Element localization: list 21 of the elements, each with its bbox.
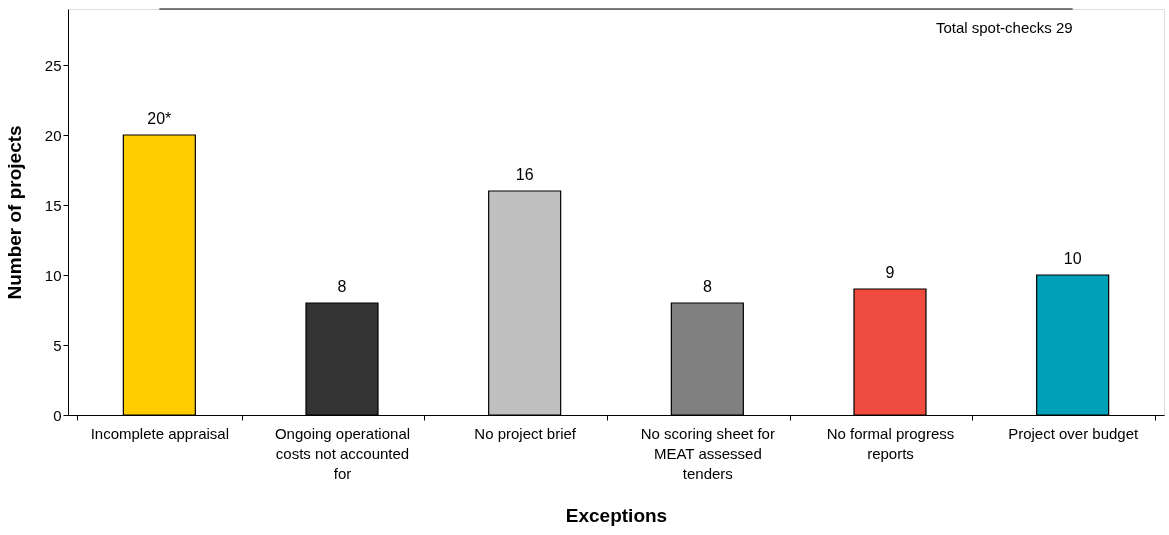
y-tick-label: 20 [44,126,62,144]
data-label: 8 [337,278,347,295]
x-tick-label: Ongoing operational costs not accounted for [274,424,411,482]
y-tick-label: 0 [53,406,62,424]
y-tick-label: 10 [44,266,62,284]
x-tick-label: No scoring sheet for MEAT assessed tenders [640,424,775,482]
x-axis-title: Exceptions [565,504,668,526]
x-tick-label: Project over budget [1008,424,1140,442]
y-tick-label: 25 [44,56,62,74]
y-tick-label: 15 [44,196,62,214]
x-tick-label: Incomplete appraisal [90,424,230,442]
data-label: 20* [147,110,172,127]
data-label: 10 [1063,250,1082,267]
ref-line-label: Total spot-checks 29 [935,19,1073,36]
data-label: 16 [515,166,534,183]
x-tick-label: No project brief [474,424,577,442]
y-axis-title: Number of projects [3,125,25,300]
x-tick-label: No formal progress reports [826,424,955,462]
data-label: 8 [702,278,712,295]
y-tick-label: 5 [53,336,62,354]
data-label: 9 [885,264,895,281]
